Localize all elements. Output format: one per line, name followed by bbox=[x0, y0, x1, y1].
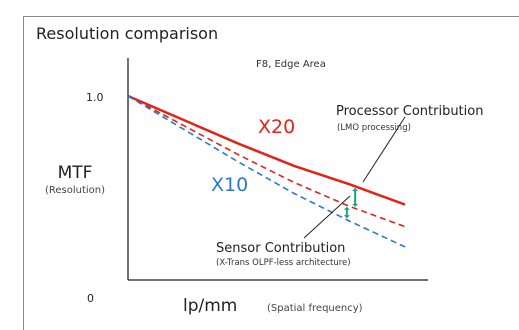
series-label-x20: X20 bbox=[258, 116, 295, 138]
y-tick-top: 1.0 bbox=[86, 91, 104, 104]
x-axis-label: lp/mm bbox=[183, 296, 237, 316]
series-line-x20 bbox=[127, 94, 406, 206]
series-line-x10 bbox=[127, 95, 406, 248]
y-tick-zero: 0 bbox=[87, 292, 94, 305]
chart-frame bbox=[23, 16, 519, 330]
processor-contribution-arrow bbox=[352, 187, 359, 207]
processor-leader-line bbox=[362, 116, 406, 183]
sensor-contribution-arrow bbox=[343, 206, 350, 219]
y-axis-sublabel: (Resolution) bbox=[45, 185, 105, 196]
y-axis-label: MTF bbox=[58, 163, 93, 183]
chart-subtitle: F8, Edge Area bbox=[256, 59, 326, 70]
sensor-leader-line bbox=[303, 195, 351, 239]
processor-sublabel: (LMO processing) bbox=[337, 123, 411, 133]
series-label-x10: X10 bbox=[211, 174, 248, 196]
processor-label: Processor Contribution bbox=[336, 104, 483, 119]
sensor-label: Sensor Contribution bbox=[216, 241, 345, 256]
chart-title: Resolution comparison bbox=[36, 24, 218, 43]
x-axis-sublabel: (Spatial frequency) bbox=[267, 303, 363, 314]
sensor-sublabel: (X-Trans OLPF-less architecture) bbox=[216, 258, 351, 268]
contribution-markers bbox=[343, 187, 359, 219]
series-line-x20-dashed bbox=[127, 95, 406, 228]
